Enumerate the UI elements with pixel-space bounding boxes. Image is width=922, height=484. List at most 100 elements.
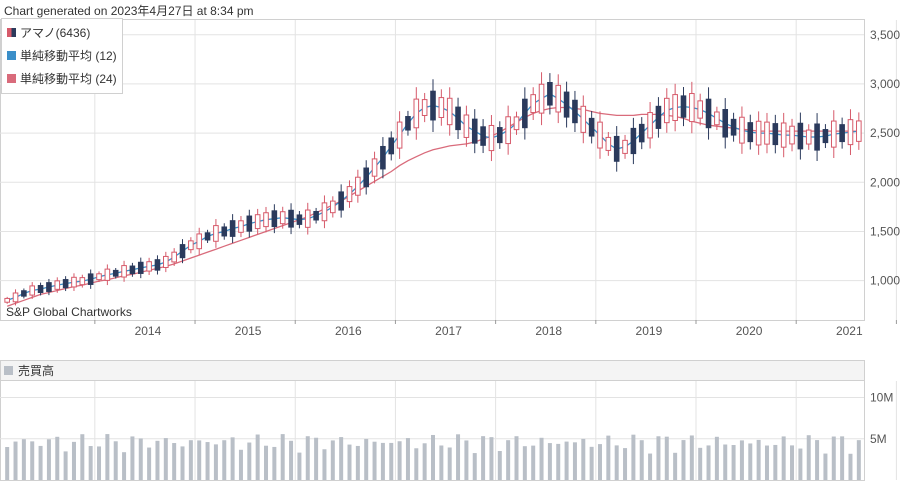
- volume-grid: [0, 381, 897, 480]
- candle: [597, 111, 603, 159]
- candle: [188, 237, 194, 254]
- volume-bar: [514, 436, 519, 480]
- candlestick-series: [4, 72, 862, 306]
- volume-bar: [798, 448, 803, 480]
- volume-bar: [856, 440, 861, 480]
- candle: [764, 112, 770, 154]
- candle: [313, 207, 319, 224]
- volume-bar: [739, 440, 744, 480]
- candle: [71, 273, 77, 291]
- volume-bar: [723, 444, 728, 480]
- candle: [780, 112, 787, 158]
- x-tick-label: 2014: [135, 324, 162, 338]
- candle: [121, 260, 127, 282]
- legend-label-ma12: 単純移動平均 (12): [20, 49, 117, 63]
- candle: [221, 223, 228, 240]
- volume-bar: [456, 434, 461, 480]
- volume-bar: [155, 440, 160, 480]
- volume-bar: [347, 444, 352, 480]
- candle: [371, 151, 378, 184]
- candle: [455, 97, 461, 139]
- volume-bar: [264, 445, 269, 480]
- candle: [346, 180, 353, 208]
- volume-bar: [581, 438, 586, 480]
- volume-bar: [564, 441, 569, 480]
- candle: [137, 257, 144, 279]
- volume-bar: [97, 446, 102, 480]
- volume-bar: [30, 441, 35, 480]
- volume-bar: [105, 434, 110, 480]
- volume-bar: [80, 434, 85, 480]
- price-y-tick-label: 3,500: [870, 28, 900, 42]
- candle: [104, 264, 111, 286]
- volume-bar: [823, 453, 828, 480]
- candle: [154, 255, 161, 275]
- candle: [555, 74, 562, 124]
- volume-bar: [238, 449, 243, 480]
- volume-bar: [230, 437, 235, 480]
- volume-bar: [289, 440, 294, 480]
- volume-bar: [639, 440, 644, 480]
- legend-label-ma24: 単純移動平均 (24): [20, 72, 117, 86]
- candle: [21, 288, 27, 299]
- volume-bar: [748, 443, 753, 480]
- candle: [547, 73, 553, 115]
- volume-bar: [88, 446, 93, 480]
- candle: [655, 97, 662, 138]
- candle: [179, 239, 186, 264]
- price-y-tick-label: 3,000: [870, 77, 900, 91]
- candle: [747, 114, 754, 150]
- volume-bar: [55, 436, 60, 480]
- time-x-axis: 2014201520162017201820192020202120222023: [94, 320, 897, 338]
- volume-bar: [848, 453, 853, 480]
- candle: [605, 132, 612, 156]
- candle: [705, 87, 712, 140]
- candle: [246, 209, 253, 238]
- volume-bar: [773, 444, 778, 480]
- candle-swatch-icon: [7, 28, 16, 37]
- candle: [680, 86, 687, 127]
- candle: [822, 124, 829, 149]
- candle: [296, 211, 303, 229]
- legend-label-price: アマノ(6436): [20, 26, 91, 40]
- volume-bar: [689, 435, 694, 480]
- price-y-axis: 1,000 1,500 2,000 2,500 3,000 3,500: [870, 28, 900, 288]
- candle: [613, 126, 620, 172]
- volume-bar: [172, 443, 177, 480]
- candle: [204, 229, 211, 243]
- volume-series-name: 売買高: [18, 364, 55, 378]
- volume-bar: [447, 447, 452, 480]
- volume-bar: [380, 442, 385, 480]
- candle: [722, 98, 729, 149]
- candle: [146, 257, 152, 275]
- legend-item-ma24[interactable]: 単純移動平均 (24): [2, 67, 122, 90]
- volume-bar: [664, 436, 669, 480]
- volume-bar: [815, 440, 820, 480]
- volume-bar: [706, 445, 711, 480]
- volume-bar: [422, 443, 427, 480]
- volume-bar: [472, 453, 477, 480]
- legend-item-price[interactable]: アマノ(6436): [2, 21, 122, 44]
- candle: [238, 216, 244, 238]
- candle: [522, 87, 528, 140]
- volume-bar: [698, 447, 703, 480]
- volume-bar: [38, 445, 43, 480]
- legend-item-ma12[interactable]: 単純移動平均 (12): [2, 44, 122, 67]
- candle: [46, 278, 52, 296]
- volume-bar: [614, 445, 619, 480]
- volume-bar: [489, 437, 494, 480]
- volume-bar: [180, 446, 185, 480]
- volume-bar: [572, 442, 577, 480]
- volume-bar: [781, 436, 786, 480]
- volume-bar: [481, 436, 486, 480]
- volume-bar: [589, 446, 594, 480]
- candle: [488, 115, 495, 162]
- candle: [413, 87, 420, 140]
- candle: [321, 195, 328, 229]
- candle: [229, 214, 236, 243]
- candle: [438, 89, 445, 126]
- candle: [505, 105, 511, 155]
- chart-generated-timestamp: Chart generated on 2023年4月27日 at 8:34 pm: [4, 4, 254, 18]
